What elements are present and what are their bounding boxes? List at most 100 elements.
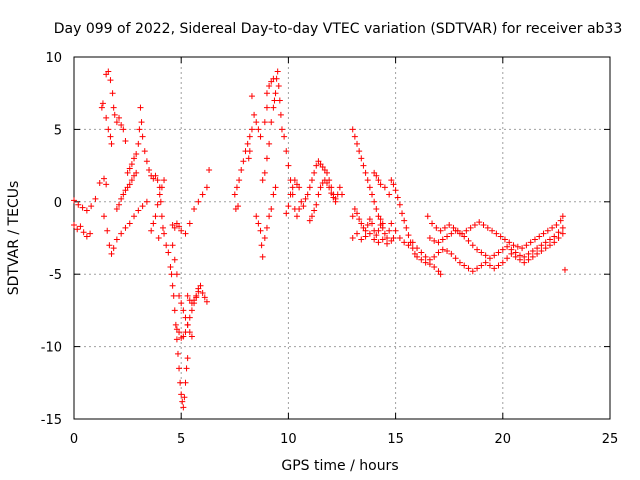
data-point — [542, 239, 549, 246]
data-point — [172, 321, 179, 328]
data-point — [323, 169, 330, 176]
y-tick-label: 5 — [54, 123, 62, 138]
data-point — [390, 235, 397, 241]
data-point — [188, 333, 195, 340]
data-point — [109, 90, 116, 97]
data-point — [124, 169, 131, 176]
data-point — [371, 198, 378, 205]
data-point — [354, 140, 361, 147]
data-point — [358, 220, 365, 227]
data-point — [137, 104, 144, 111]
data-point — [555, 235, 562, 241]
data-point — [178, 300, 185, 307]
data-point — [540, 230, 547, 237]
data-point — [354, 230, 361, 237]
data-point — [555, 229, 562, 236]
data-point — [71, 221, 77, 228]
data-point — [287, 191, 294, 198]
data-point — [525, 250, 532, 257]
data-point — [248, 93, 255, 100]
data-point — [362, 233, 369, 240]
data-point — [351, 206, 358, 213]
data-point — [439, 236, 446, 243]
data-point — [437, 271, 444, 278]
data-point — [182, 379, 189, 386]
data-point — [506, 239, 513, 246]
data-point — [326, 184, 333, 191]
data-point — [551, 233, 558, 240]
y-tick-label: -5 — [49, 268, 62, 283]
data-point — [108, 140, 115, 147]
axis-ticks: 0 5 10 15 20 25 -15 -10 -5 0 5 10 — [41, 51, 619, 447]
data-point — [546, 242, 553, 249]
data-point — [274, 68, 281, 75]
data-point — [418, 249, 425, 256]
data-point — [148, 227, 155, 234]
data-point — [289, 184, 296, 191]
data-point — [169, 282, 176, 289]
data-point — [152, 172, 159, 179]
data-point — [255, 220, 262, 227]
data-point — [388, 177, 395, 184]
data-point — [426, 235, 433, 241]
data-point — [557, 217, 564, 224]
data-point — [180, 307, 187, 314]
data-point — [168, 271, 175, 278]
data-point — [113, 236, 120, 243]
data-point — [281, 133, 288, 140]
data-point — [373, 172, 380, 179]
data-point — [180, 404, 187, 411]
data-point — [263, 224, 270, 231]
data-point — [83, 233, 90, 240]
data-point — [199, 290, 206, 297]
data-point — [259, 253, 266, 260]
data-point — [176, 329, 183, 336]
data-point — [135, 140, 142, 147]
data-point — [139, 133, 146, 140]
data-point — [431, 263, 438, 270]
data-point — [358, 236, 365, 243]
data-point — [139, 203, 146, 210]
data-point — [358, 155, 365, 162]
data-point — [257, 227, 264, 234]
data-point — [120, 126, 127, 133]
data-point — [136, 126, 143, 133]
data-point — [179, 398, 186, 405]
data-point — [275, 82, 282, 89]
data-point — [238, 166, 245, 173]
data-point — [107, 133, 114, 140]
data-point — [516, 252, 523, 259]
y-tick-label: -10 — [41, 341, 62, 356]
data-point — [161, 230, 168, 237]
data-point — [167, 263, 174, 270]
data-point — [519, 245, 526, 252]
data-point — [366, 184, 373, 191]
data-point — [276, 97, 283, 104]
data-point — [133, 151, 140, 158]
data-point — [181, 394, 188, 401]
data-point — [354, 210, 361, 217]
data-point — [98, 104, 105, 111]
data-point — [263, 104, 270, 111]
data-point — [101, 175, 108, 182]
data-point — [559, 230, 566, 237]
data-point — [384, 235, 391, 241]
data-point — [165, 249, 172, 256]
data-point — [491, 252, 498, 259]
data-point — [106, 242, 113, 249]
data-point — [99, 100, 106, 107]
data-point — [379, 236, 386, 243]
data-point — [454, 227, 461, 234]
data-point — [77, 223, 84, 230]
data-point — [131, 213, 138, 220]
data-point — [248, 126, 255, 133]
data-point — [143, 198, 150, 205]
data-point — [80, 229, 87, 236]
data-point — [159, 224, 166, 231]
data-point — [266, 82, 273, 89]
data-point — [126, 165, 133, 172]
data-point — [323, 179, 330, 186]
data-point — [431, 253, 438, 260]
data-point — [270, 191, 277, 198]
data-point — [306, 217, 313, 224]
